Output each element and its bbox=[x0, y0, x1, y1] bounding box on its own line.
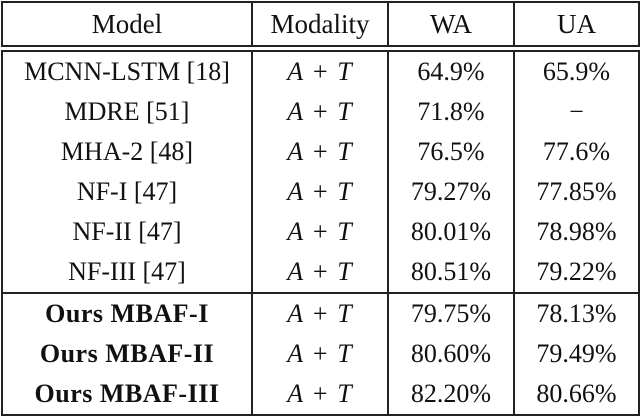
ua-cell: 80.66% bbox=[513, 374, 640, 416]
ua-cell: 79.49% bbox=[513, 334, 640, 374]
model-cell: Ours MBAF-III bbox=[1, 374, 253, 416]
wa-cell: 64.9% bbox=[387, 48, 515, 92]
column-header-modality: Modality bbox=[251, 1, 389, 52]
table-row-ours-best: Ours MBAF-III A + T 82.20% 80.66% bbox=[1, 374, 640, 416]
column-header-ua: UA bbox=[513, 1, 640, 52]
column-header-model: Model bbox=[1, 1, 253, 52]
table-header: Model Modality WA UA bbox=[1, 1, 640, 52]
modality-cell: A + T bbox=[251, 172, 389, 212]
wa-cell: 80.60% bbox=[387, 334, 515, 374]
model-cell: MCNN-LSTM [18] bbox=[1, 48, 253, 92]
model-cell: Ours MBAF-II bbox=[1, 334, 253, 374]
modality-cell: A + T bbox=[251, 252, 389, 294]
table-row: MCNN-LSTM [18] A + T 64.9% 65.9% bbox=[1, 48, 640, 92]
model-cell: MDRE [51] bbox=[1, 92, 253, 132]
ua-cell: 65.9% bbox=[513, 48, 640, 92]
wa-cell: 80.51% bbox=[387, 252, 515, 294]
wa-cell: 79.27% bbox=[387, 172, 515, 212]
wa-cell: 71.8% bbox=[387, 92, 515, 132]
model-cell: MHA-2 [48] bbox=[1, 132, 253, 172]
table-row: NF-II [47] A + T 80.01% 78.98% bbox=[1, 212, 640, 252]
modality-cell: A + T bbox=[251, 374, 389, 416]
modality-cell: A + T bbox=[251, 212, 389, 252]
ua-cell: 79.22% bbox=[513, 252, 640, 294]
wa-cell: 80.01% bbox=[387, 212, 515, 252]
wa-cell: 76.5% bbox=[387, 132, 515, 172]
table-row: NF-I [47] A + T 79.27% 77.85% bbox=[1, 172, 640, 212]
table-row: MHA-2 [48] A + T 76.5% 77.6% bbox=[1, 132, 640, 172]
modality-cell: A + T bbox=[251, 334, 389, 374]
table-row-ours: Ours MBAF-II A + T 80.60% 79.49% bbox=[1, 334, 640, 374]
model-cell: NF-III [47] bbox=[1, 252, 253, 294]
table-body: MCNN-LSTM [18] A + T 64.9% 65.9% MDRE [5… bbox=[1, 48, 640, 416]
model-cell: NF-I [47] bbox=[1, 172, 253, 212]
wa-cell: 79.75% bbox=[387, 293, 515, 334]
modality-cell: A + T bbox=[251, 293, 389, 334]
wa-cell: 82.20% bbox=[387, 374, 515, 416]
column-header-wa: WA bbox=[387, 1, 515, 52]
model-cell: NF-II [47] bbox=[1, 212, 253, 252]
ua-cell: 77.85% bbox=[513, 172, 640, 212]
table-row-ours: Ours MBAF-I A + T 79.75% 78.13% bbox=[1, 293, 640, 334]
modality-cell: A + T bbox=[251, 48, 389, 92]
ua-cell: 78.98% bbox=[513, 212, 640, 252]
modality-cell: A + T bbox=[251, 132, 389, 172]
ua-cell: − bbox=[513, 92, 640, 132]
table-row: NF-III [47] A + T 80.51% 79.22% bbox=[1, 252, 640, 294]
table-row: MDRE [51] A + T 71.8% − bbox=[1, 92, 640, 132]
model-cell: Ours MBAF-I bbox=[1, 293, 253, 334]
header-row: Model Modality WA UA bbox=[1, 1, 640, 52]
ua-cell: 78.13% bbox=[513, 293, 640, 334]
modality-cell: A + T bbox=[251, 92, 389, 132]
ua-cell: 77.6% bbox=[513, 132, 640, 172]
